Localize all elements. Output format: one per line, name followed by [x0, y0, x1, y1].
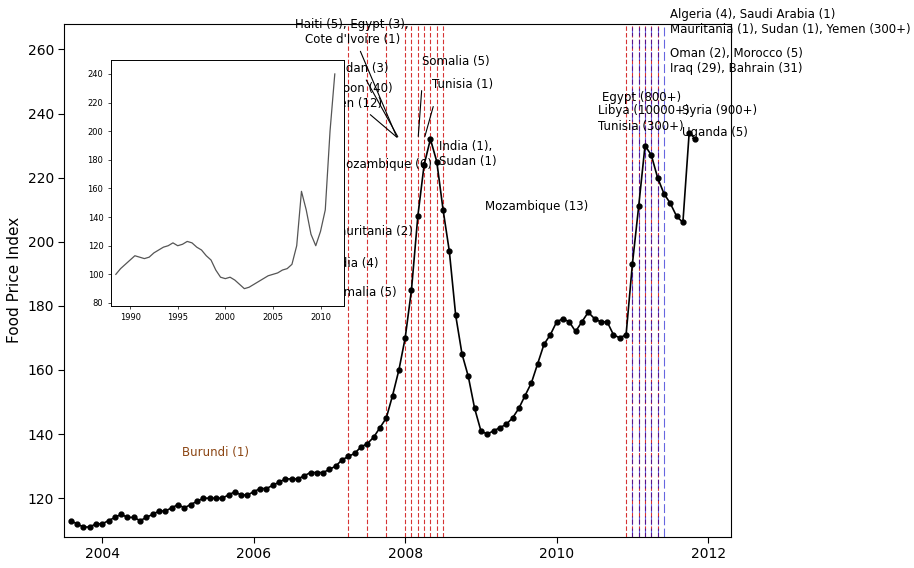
- Text: Libya (10000+): Libya (10000+): [599, 103, 690, 116]
- Text: Egypt (800+): Egypt (800+): [602, 91, 681, 104]
- Text: Mauritania (2): Mauritania (2): [329, 225, 413, 239]
- Text: Oman (2), Morocco (5)
Iraq (29), Bahrain (31): Oman (2), Morocco (5) Iraq (29), Bahrain…: [670, 47, 803, 75]
- Text: Syria (900+): Syria (900+): [682, 103, 757, 116]
- Text: Tunisia (300+): Tunisia (300+): [599, 119, 684, 132]
- Text: India (1),
Sudan (1): India (1), Sudan (1): [440, 140, 497, 168]
- Text: Algeria (4), Saudi Arabia (1)
Mauritania (1), Sudan (1), Yemen (300+): Algeria (4), Saudi Arabia (1) Mauritania…: [670, 9, 911, 36]
- Text: Somalia (5): Somalia (5): [329, 286, 397, 299]
- Text: Haiti (5), Egypt (3),
Cote d'Ivoire (1): Haiti (5), Egypt (3), Cote d'Ivoire (1): [295, 18, 409, 136]
- Y-axis label: Food Price Index: Food Price Index: [7, 217, 22, 343]
- Text: India (4): India (4): [329, 257, 379, 270]
- Text: Sudan (3): Sudan (3): [331, 62, 398, 137]
- Text: Uganda (5): Uganda (5): [682, 126, 748, 139]
- Text: Somalia (5): Somalia (5): [422, 56, 490, 68]
- Text: Cameroon (40)
Yemen (12): Cameroon (40) Yemen (12): [304, 82, 397, 137]
- Text: Mozambique (13): Mozambique (13): [484, 200, 588, 212]
- Text: Burundi (1): Burundi (1): [182, 446, 249, 460]
- Text: Mozambique (6): Mozambique (6): [335, 158, 431, 171]
- Text: Tunisia (1): Tunisia (1): [431, 78, 493, 91]
